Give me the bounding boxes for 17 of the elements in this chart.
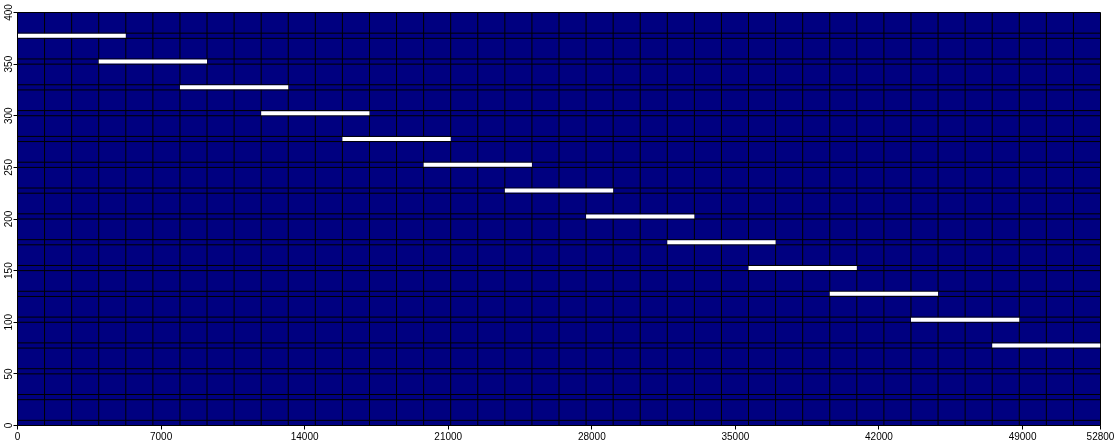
y-tick-label: 50 — [2, 367, 14, 380]
x-tick-label: 35000 — [721, 430, 750, 442]
y-tick-label: 400 — [2, 3, 14, 21]
x-tick-label: 42000 — [865, 430, 894, 442]
y-tick-label: 150 — [2, 261, 14, 279]
y-tick-label: 300 — [2, 106, 14, 125]
y-tick-label: 250 — [2, 158, 14, 176]
y-tick-label: 100 — [2, 313, 14, 331]
y-tick-label: 0 — [2, 422, 14, 429]
y-tick-label: 200 — [2, 210, 14, 228]
x-tick-label: 28000 — [577, 430, 607, 442]
y-tick-label: 350 — [2, 55, 14, 73]
x-tick-label: 14000 — [290, 430, 319, 442]
x-tick-label: 52800 — [1086, 430, 1115, 442]
x-tick-label: 7000 — [149, 430, 173, 442]
x-tick-label: 49000 — [1008, 430, 1037, 442]
x-tick-label: 21000 — [434, 430, 463, 442]
